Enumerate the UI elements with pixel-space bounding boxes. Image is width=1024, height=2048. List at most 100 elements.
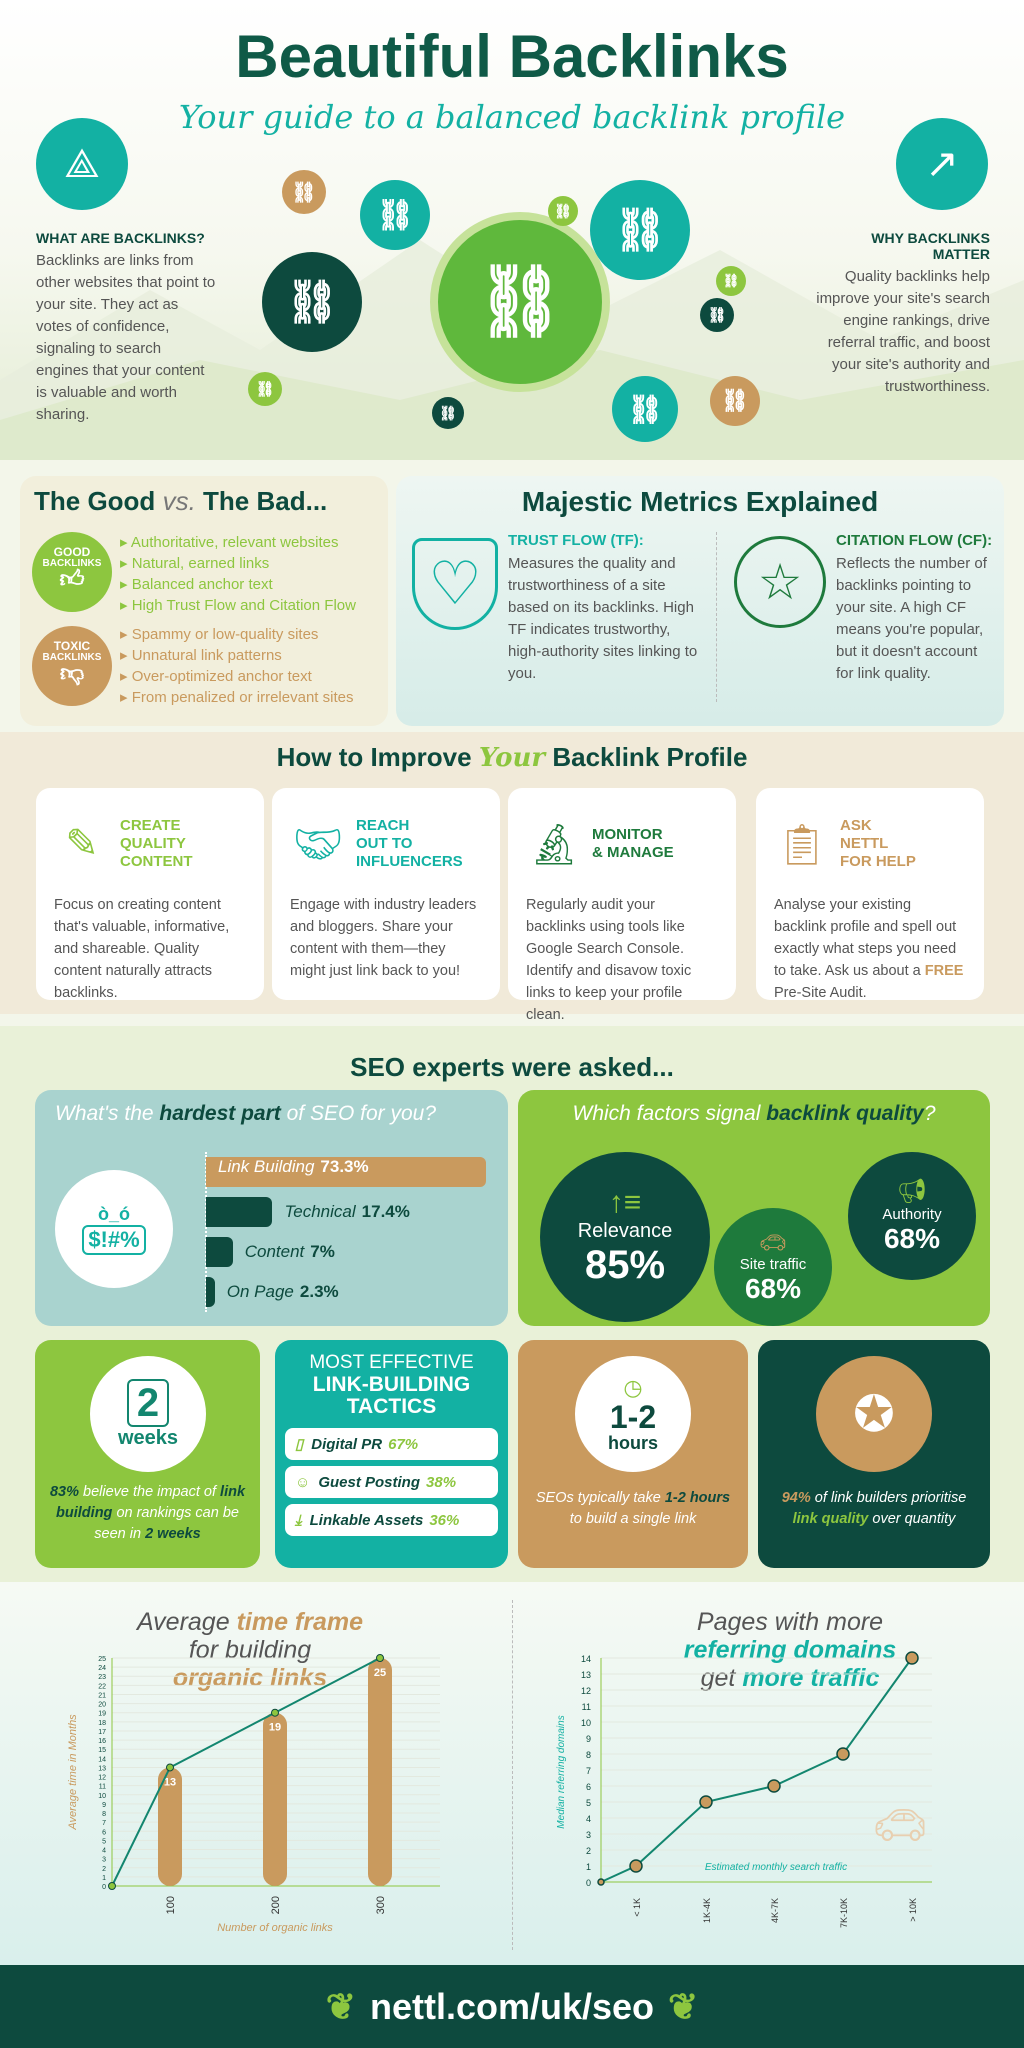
bar — [206, 1237, 233, 1267]
phone-icon: ▯ — [295, 1436, 304, 1453]
page-subtitle: Your guide to a balanced backlink profil… — [178, 98, 846, 136]
x-tick-label: 7K-10K — [839, 1898, 849, 1928]
y-tick-label: 2 — [102, 1866, 106, 1873]
y-tick-label: 3 — [586, 1830, 591, 1840]
data-point — [376, 1654, 384, 1662]
why-text: Quality backlinks help improve your site… — [816, 268, 990, 395]
tactic-linkable-assets: ⤓ Linkable Assets 36% — [285, 1504, 498, 1536]
y-tick-label: 7 — [102, 1820, 106, 1827]
tactic-digital-pr: ▯ Digital PR 67% — [285, 1428, 498, 1460]
bar — [206, 1277, 215, 1307]
link-chain-icon: ⛓ — [716, 266, 746, 296]
bar — [263, 1712, 287, 1886]
data-point — [629, 1859, 643, 1873]
y-tick-label: 12 — [98, 1775, 106, 1782]
clock-icon: ◷ 1-2 hours — [575, 1356, 691, 1472]
good-backlinks-badge: GOOD BACKLINKS 👍︎ — [32, 532, 112, 612]
link-chain-icon: ⛓ — [590, 180, 690, 280]
data-point — [836, 1747, 850, 1761]
data-point — [767, 1779, 781, 1793]
x-tick-label: 300 — [375, 1896, 387, 1914]
link-chain-icon: ⛓ — [710, 376, 760, 426]
bar-label: Technical 17.4% — [284, 1202, 410, 1221]
star-icon: ☆ — [734, 536, 826, 628]
good-vs-bad-panel: The Good vs. The Bad... GOOD BACKLINKS 👍︎ … — [20, 476, 388, 726]
link-chain-icon: ⛓ — [548, 196, 578, 226]
download-icon: ⤓ — [295, 1511, 302, 1529]
x-axis-label: Estimated monthly search traffic — [705, 1862, 847, 1873]
footer: ❦ nettl.com/uk/seo ❦ — [0, 1965, 1024, 2048]
leaf-icon: ❦ — [668, 1985, 699, 2027]
why-backlinks-matter: WHY BACKLINKS MATTER Quality backlinks h… — [800, 230, 990, 398]
data-point — [699, 1795, 713, 1809]
link-chain-icon: ⛓ — [430, 212, 610, 392]
card-create-content: ✎ CREATE QUALITY CONTENT Focus on creating c… — [36, 788, 264, 1001]
footer-url[interactable]: nettl.com/uk/seo — [369, 1985, 655, 2027]
pencil-icon: ✎ — [65, 822, 99, 866]
hours-text: SEOs typically take 1-2 hours to build a… — [535, 1490, 731, 1527]
factor-relevance: ↑≡ Relevance 85% — [540, 1152, 710, 1322]
trust-flow: TRUST FLOW (TF): Measures the quality and… — [508, 532, 698, 682]
data-label: 19 — [269, 1722, 281, 1734]
data-label: 25 — [374, 1667, 386, 1679]
arrow-up-icon: ↑≡ — [608, 1186, 642, 1219]
card-monitor-manage: 🔬︎ MONITOR & MANAGE Regularly audit your ba… — [508, 788, 736, 1023]
shield-heart-icon: ♡ — [412, 538, 498, 630]
y-tick-label: 1 — [586, 1862, 591, 1872]
y-tick-label: 0 — [586, 1878, 591, 1888]
data-point — [905, 1651, 919, 1665]
chart1-title: Average time frame for building organic li… — [136, 1608, 364, 1692]
why-heading: WHY BACKLINKS MATTER — [871, 230, 990, 262]
y-tick-label: 7 — [586, 1766, 591, 1776]
y-axis-label: Median referring domains — [556, 1715, 567, 1828]
data-point — [597, 1878, 605, 1886]
clipboard-icon: 📋︎ — [776, 822, 828, 867]
card-reach-influencers: 🤝︎ REACH OUT TO INFLUENCERS Engage with indu… — [272, 788, 500, 1000]
factors-panel: Which factors signal backlink quality? ↑… — [518, 1090, 990, 1326]
hardest-bar-chart: Link Building 73.3% Technical 17.4% Content 7… — [206, 1152, 506, 1312]
y-tick-label: 25 — [98, 1656, 106, 1663]
bar-row: Link Building 73.3% — [206, 1152, 506, 1192]
factor-authority: 📢︎ Authority 68% — [848, 1152, 976, 1280]
y-tick-label: 3 — [102, 1857, 106, 1864]
x-tick-label: 200 — [270, 1896, 282, 1914]
data-point — [166, 1763, 174, 1772]
y-tick-label: 0 — [102, 1884, 106, 1891]
tactic-guest-posting: ☺ Guest Posting 38% — [285, 1466, 498, 1498]
bar-label: Link Building 73.3% — [218, 1157, 369, 1176]
hardest-question: What's the hardest part of SEO for you? — [55, 1102, 437, 1125]
angry-face-icon: ò_ó $!#% — [55, 1170, 173, 1288]
link-chain-icon: ⛓ — [360, 180, 430, 250]
bar — [206, 1197, 273, 1227]
divider — [716, 532, 717, 702]
y-tick-label: 6 — [586, 1782, 591, 1792]
thumbs-down-icon: 👎︎ — [59, 660, 85, 687]
bar-label: On Page 2.3% — [226, 1282, 339, 1301]
link-chain-icon: ⛓ — [262, 252, 362, 352]
link-chain-icon: ⛓ — [282, 170, 326, 214]
chart-time-frame: 0123456789101112131415161718192021222324… — [67, 1654, 440, 1934]
hardest-part-panel: What's the hardest part of SEO for you? … — [35, 1090, 508, 1326]
tactics-heading: MOST EFFECTIVE LINK-BUILDING TACTICS — [309, 1352, 474, 1418]
y-tick-label: 23 — [98, 1674, 106, 1681]
toxic-list: Spammy or low-quality sitesUnnatural lin… — [120, 624, 354, 708]
y-tick-label: 4 — [586, 1814, 591, 1824]
link-chain-icon: ⛓ — [432, 397, 464, 429]
page-title: Beautiful Backlinks — [235, 23, 789, 90]
two-weeks-box: 2 weeks 83% believe the impact of link bu… — [35, 1340, 260, 1568]
metrics-title: Majestic Metrics Explained — [521, 486, 879, 517]
y-tick-label: 12 — [581, 1686, 591, 1696]
card-ask-nettl: 📋︎ ASK NETTL FOR HELP Analyse your existing … — [756, 788, 984, 1001]
y-tick-label: 8 — [586, 1750, 591, 1760]
link-chain-icon: ⛓ — [612, 376, 678, 442]
y-tick-label: 21 — [98, 1692, 106, 1699]
bar-axis — [205, 1152, 207, 1312]
bar-label: Content 7% — [244, 1242, 335, 1261]
improve-title: How to Improve Your Backlink Profile — [276, 742, 748, 773]
factors-question: Which factors signal backlink quality? — [572, 1102, 936, 1125]
y-tick-label: 1 — [102, 1875, 106, 1882]
bar-row: Technical 17.4% — [206, 1192, 506, 1232]
y-tick-label: 14 — [581, 1654, 591, 1664]
cars-icon: 🚗︎ — [759, 1229, 787, 1255]
